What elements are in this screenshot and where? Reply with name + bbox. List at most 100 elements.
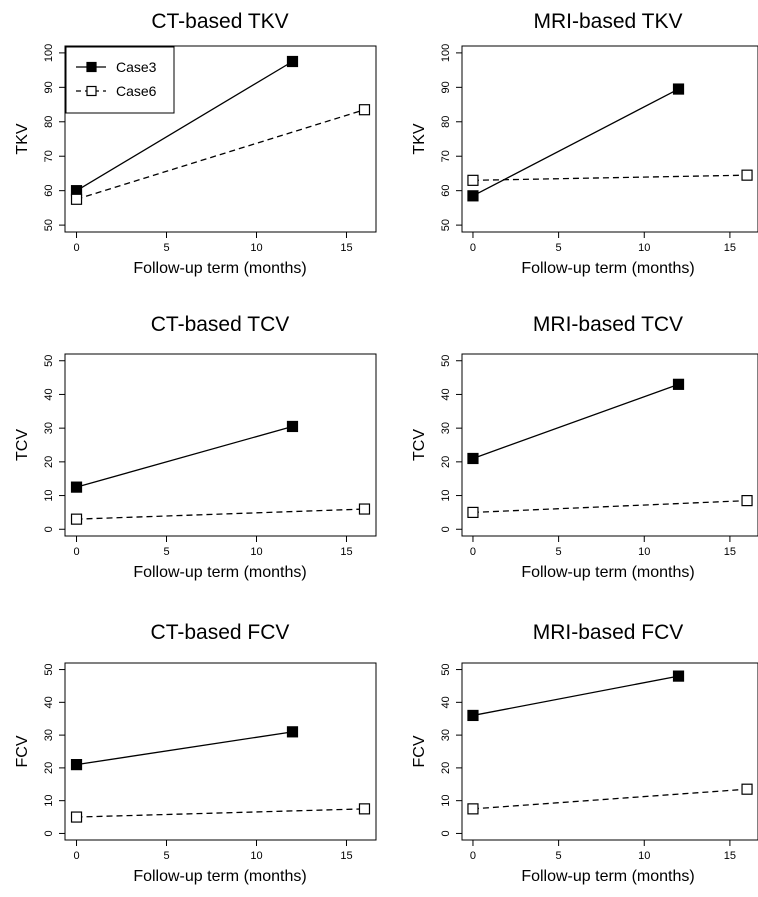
data-point-case3 bbox=[467, 709, 479, 722]
data-point-case3 bbox=[672, 83, 685, 95]
x-tick-label: 5 bbox=[556, 546, 562, 558]
x-tick-label: 5 bbox=[163, 546, 169, 558]
x-tick-label: 10 bbox=[250, 546, 262, 558]
y-axis-label: FCV bbox=[411, 735, 428, 767]
y-tick-label: 0 bbox=[43, 526, 55, 532]
y-axis-label: TKV bbox=[14, 123, 31, 154]
legend-label: Case3 bbox=[116, 59, 157, 75]
x-tick-label: 10 bbox=[638, 546, 650, 558]
chart-panel-6: MRI-based FCV 0 10 20 30 40 50 0 5 10 15 Follow-up … bbox=[411, 621, 758, 885]
x-axis-label: Follow-up term (months) bbox=[133, 868, 306, 885]
y-tick-label: 10 bbox=[43, 795, 55, 807]
data-point-case3 bbox=[467, 452, 479, 465]
y-tick-label: 30 bbox=[43, 422, 55, 434]
data-point-case6 bbox=[467, 174, 479, 186]
y-tick-label: 50 bbox=[440, 663, 452, 675]
x-axis-label: Follow-up term (months) bbox=[133, 260, 306, 277]
data-point-case6 bbox=[70, 193, 83, 205]
x-tick-label: 0 bbox=[73, 850, 79, 862]
y-tick-label: 10 bbox=[440, 795, 452, 807]
data-point-case3 bbox=[672, 670, 685, 682]
x-tick-label: 0 bbox=[73, 546, 79, 558]
y-tick-label: 10 bbox=[440, 489, 452, 501]
data-point-case6 bbox=[467, 506, 479, 519]
legend-marker bbox=[86, 61, 97, 73]
data-point-case6 bbox=[358, 104, 371, 116]
y-tick-label: 30 bbox=[43, 729, 55, 741]
y-tick-label: 20 bbox=[440, 762, 452, 774]
plot-frame bbox=[64, 45, 377, 233]
x-tick-label: 15 bbox=[724, 546, 736, 558]
chart-panel-1: CT-based TKV 50 60 70 80 90 100 0 5 10 15 Follow-up… bbox=[14, 10, 377, 277]
x-tick-label: 5 bbox=[556, 850, 562, 862]
y-axis-label: TCV bbox=[411, 429, 428, 461]
data-point-case6 bbox=[358, 503, 371, 515]
plot-frame bbox=[64, 353, 377, 537]
x-tick-label: 15 bbox=[340, 546, 352, 558]
x-tick-label: 5 bbox=[163, 850, 169, 862]
series-line-case3 bbox=[76, 731, 293, 766]
chart-panel-4: MRI-based TCV 0 10 20 30 40 50 0 5 10 15 Follow-up … bbox=[411, 313, 758, 581]
y-tick-label: 50 bbox=[440, 355, 452, 367]
x-axis-label: Follow-up term (months) bbox=[521, 260, 694, 277]
legend: Case3 Case6 bbox=[65, 46, 175, 114]
legend-marker bbox=[86, 85, 97, 97]
data-point-case6 bbox=[358, 803, 371, 815]
x-tick-label: 10 bbox=[638, 850, 650, 862]
series-line-case6 bbox=[76, 808, 365, 818]
y-tick-label: 60 bbox=[43, 185, 55, 197]
legend-box bbox=[65, 46, 175, 114]
series-line-case3 bbox=[76, 425, 293, 488]
x-tick-label: 15 bbox=[340, 242, 352, 254]
plot-frame bbox=[461, 353, 758, 537]
y-tick-label: 50 bbox=[43, 355, 55, 367]
x-tick-label: 15 bbox=[340, 850, 352, 862]
y-tick-label: 90 bbox=[43, 81, 55, 93]
y-tick-label: 40 bbox=[43, 388, 55, 400]
y-tick-label: 60 bbox=[440, 185, 452, 197]
y-tick-label: 80 bbox=[440, 116, 452, 128]
y-tick-label: 20 bbox=[43, 762, 55, 774]
y-tick-label: 80 bbox=[43, 116, 55, 128]
data-layer bbox=[467, 378, 753, 519]
data-point-case3 bbox=[286, 420, 299, 433]
data-point-case6 bbox=[741, 783, 753, 795]
chart-panel-5: CT-based FCV 0 10 20 30 40 50 0 5 10 15 Follow-up t… bbox=[14, 621, 377, 885]
y-tick-label: 40 bbox=[43, 696, 55, 708]
data-point-case3 bbox=[70, 759, 83, 771]
series-line-case3 bbox=[472, 383, 679, 460]
data-point-case6 bbox=[467, 803, 479, 815]
x-tick-label: 5 bbox=[556, 242, 562, 254]
chart-title: CT-based TKV bbox=[151, 10, 288, 33]
y-tick-label: 30 bbox=[440, 422, 452, 434]
y-axis-label: TCV bbox=[14, 429, 31, 461]
data-layer bbox=[467, 670, 753, 815]
x-tick-label: 15 bbox=[724, 242, 736, 254]
series-line-case6 bbox=[76, 109, 365, 200]
chart-title: MRI-based TKV bbox=[534, 10, 683, 33]
x-tick-label: 0 bbox=[470, 850, 476, 862]
x-tick-label: 0 bbox=[73, 242, 79, 254]
plot-frame bbox=[461, 45, 758, 233]
data-point-case3 bbox=[286, 55, 299, 68]
y-tick-label: 100 bbox=[43, 44, 55, 62]
chart-panel-3: CT-based TCV 0 10 20 30 40 50 0 5 10 15 Follow-up t… bbox=[14, 313, 377, 581]
y-tick-label: 40 bbox=[440, 696, 452, 708]
chart-title: CT-based FCV bbox=[151, 621, 290, 644]
y-tick-label: 50 bbox=[440, 219, 452, 231]
y-tick-label: 50 bbox=[43, 219, 55, 231]
data-point-case3 bbox=[467, 190, 479, 202]
y-tick-label: 50 bbox=[43, 663, 55, 675]
series-line-case6 bbox=[472, 499, 748, 514]
y-tick-label: 0 bbox=[440, 526, 452, 532]
chart-title: CT-based TCV bbox=[151, 313, 290, 336]
y-tick-label: 20 bbox=[43, 456, 55, 468]
y-tick-label: 70 bbox=[43, 150, 55, 162]
y-tick-label: 0 bbox=[43, 830, 55, 836]
data-point-case3 bbox=[672, 378, 685, 390]
series-line-case6 bbox=[472, 174, 748, 181]
y-tick-label: 90 bbox=[440, 81, 452, 93]
y-axis-label: FCV bbox=[14, 735, 31, 767]
x-axis-label: Follow-up term (months) bbox=[133, 564, 306, 581]
